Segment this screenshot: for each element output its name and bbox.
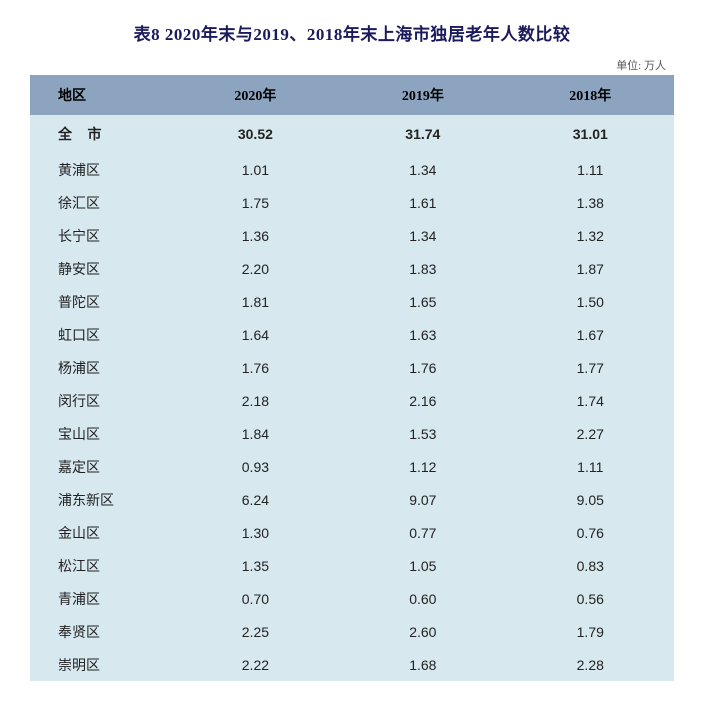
unit-label: 单位: 万人 [30,57,674,73]
cell-2020: 1.76 [172,351,339,384]
cell-2020: 1.01 [172,153,339,186]
cell-2020: 6.24 [172,483,339,516]
col-2019: 2019年 [339,75,506,115]
table-row: 闵行区2.182.161.74 [30,384,674,417]
table-row: 奉贤区2.252.601.79 [30,615,674,648]
cell-2019: 1.12 [339,450,506,483]
cell-region: 普陀区 [30,285,172,318]
table-title: 表8 2020年末与2019、2018年末上海市独居老年人数比较 [30,20,674,45]
cell-region: 静安区 [30,252,172,285]
cell-region: 虹口区 [30,318,172,351]
cell-2020: 0.93 [172,450,339,483]
table-row: 青浦区0.700.600.56 [30,582,674,615]
cell-2020: 1.84 [172,417,339,450]
cell-2020: 2.22 [172,648,339,681]
table-row: 长宁区1.361.341.32 [30,219,674,252]
cell-2018: 1.79 [507,615,674,648]
table-row: 金山区1.300.770.76 [30,516,674,549]
cell-2019: 0.60 [339,582,506,615]
data-table: 地区 2020年 2019年 2018年 全 市 30.52 31.74 31.… [30,75,674,681]
cell-2019: 1.83 [339,252,506,285]
cell-2020: 1.75 [172,186,339,219]
table-row: 黄浦区1.011.341.11 [30,153,674,186]
table-row: 杨浦区1.761.761.77 [30,351,674,384]
cell-2020: 1.36 [172,219,339,252]
cell-2019: 2.16 [339,384,506,417]
cell-2019: 1.61 [339,186,506,219]
cell-2018: 1.50 [507,285,674,318]
cell-2019: 1.68 [339,648,506,681]
table-body: 全 市 30.52 31.74 31.01 黄浦区1.011.341.11徐汇区… [30,115,674,681]
cell-2020: 1.64 [172,318,339,351]
cell-2019: 1.76 [339,351,506,384]
cell-2019: 1.05 [339,549,506,582]
cell-2019: 2.60 [339,615,506,648]
table-row: 浦东新区6.249.079.05 [30,483,674,516]
col-2018: 2018年 [507,75,674,115]
cell-2018: 9.05 [507,483,674,516]
total-label: 全 市 [30,115,172,153]
table-row: 松江区1.351.050.83 [30,549,674,582]
cell-2019: 1.65 [339,285,506,318]
cell-2018: 1.87 [507,252,674,285]
cell-2020: 2.25 [172,615,339,648]
cell-region: 宝山区 [30,417,172,450]
cell-region: 黄浦区 [30,153,172,186]
col-2020: 2020年 [172,75,339,115]
total-2019: 31.74 [339,115,506,153]
cell-2018: 2.28 [507,648,674,681]
total-row: 全 市 30.52 31.74 31.01 [30,115,674,153]
cell-2018: 0.56 [507,582,674,615]
cell-2020: 0.70 [172,582,339,615]
table-row: 静安区2.201.831.87 [30,252,674,285]
cell-2018: 2.27 [507,417,674,450]
table-row: 徐汇区1.751.611.38 [30,186,674,219]
cell-2019: 1.63 [339,318,506,351]
cell-2018: 1.77 [507,351,674,384]
cell-region: 崇明区 [30,648,172,681]
cell-region: 奉贤区 [30,615,172,648]
header-row: 地区 2020年 2019年 2018年 [30,75,674,115]
total-2020: 30.52 [172,115,339,153]
table-row: 普陀区1.811.651.50 [30,285,674,318]
cell-2018: 1.11 [507,450,674,483]
cell-region: 长宁区 [30,219,172,252]
cell-2020: 2.20 [172,252,339,285]
col-region: 地区 [30,75,172,115]
cell-2018: 0.83 [507,549,674,582]
table-row: 嘉定区0.931.121.11 [30,450,674,483]
cell-2018: 1.38 [507,186,674,219]
cell-region: 金山区 [30,516,172,549]
total-2018: 31.01 [507,115,674,153]
cell-2018: 1.32 [507,219,674,252]
cell-2018: 0.76 [507,516,674,549]
cell-region: 浦东新区 [30,483,172,516]
cell-2020: 2.18 [172,384,339,417]
cell-region: 闵行区 [30,384,172,417]
cell-2019: 1.34 [339,219,506,252]
table-row: 虹口区1.641.631.67 [30,318,674,351]
cell-2019: 0.77 [339,516,506,549]
cell-2019: 1.34 [339,153,506,186]
cell-region: 青浦区 [30,582,172,615]
cell-region: 杨浦区 [30,351,172,384]
cell-2020: 1.81 [172,285,339,318]
cell-2019: 1.53 [339,417,506,450]
cell-2020: 1.35 [172,549,339,582]
table-row: 宝山区1.841.532.27 [30,417,674,450]
cell-2018: 1.67 [507,318,674,351]
cell-2018: 1.74 [507,384,674,417]
cell-2019: 9.07 [339,483,506,516]
cell-2020: 1.30 [172,516,339,549]
cell-2018: 1.11 [507,153,674,186]
cell-region: 松江区 [30,549,172,582]
table-row: 崇明区2.221.682.28 [30,648,674,681]
cell-region: 徐汇区 [30,186,172,219]
cell-region: 嘉定区 [30,450,172,483]
